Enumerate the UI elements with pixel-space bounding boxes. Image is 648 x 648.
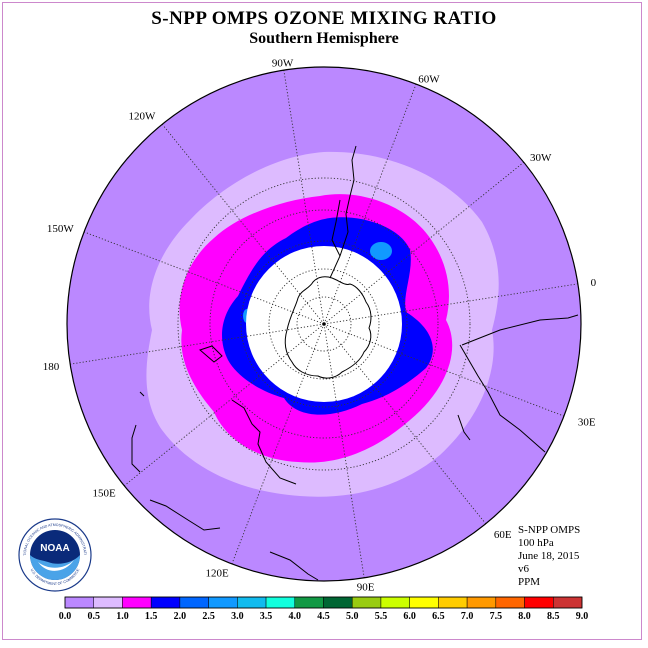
version-label: v6 <box>518 563 529 575</box>
colorbar-swatch <box>323 596 353 609</box>
longitude-label: 120E <box>205 567 229 579</box>
figure-frame <box>2 2 642 640</box>
meridian-line <box>83 231 325 325</box>
units-label: PPM <box>518 576 541 588</box>
noaa-logo: NOAA NATIONAL OCEANIC AND ATMOSPHERIC AD… <box>18 518 92 592</box>
meridian-line <box>323 283 578 325</box>
colorbar-tick-label: 5.5 <box>375 611 388 622</box>
colorbar-tick-label: 2.0 <box>174 611 187 622</box>
colorbar-swatch <box>237 596 267 609</box>
pressure-level-label: 100 hPa <box>518 537 554 549</box>
colorbar-tick-label: 4.0 <box>289 611 302 622</box>
south-pole-marker <box>322 322 326 326</box>
colorbar-tick-label: 2.5 <box>202 611 215 622</box>
colorbar-swatch <box>294 596 324 609</box>
colorbar-swatch <box>553 596 583 609</box>
meridian-line <box>323 83 417 325</box>
meridian-line <box>323 323 565 417</box>
colorbar-tick-label: 7.5 <box>490 611 503 622</box>
colorbar-tick-label: 3.0 <box>231 611 244 622</box>
colorbar-tick-label: 3.5 <box>260 611 273 622</box>
colorbar-swatch <box>495 596 525 609</box>
date-label: June 18, 2015 <box>518 550 580 562</box>
colorbar-tick-label: 1.0 <box>116 611 129 622</box>
colorbar-tick-label: 5.0 <box>346 611 359 622</box>
colorbar-tick-label: 0.0 <box>59 611 72 622</box>
globe-outline <box>66 66 582 582</box>
coastlines <box>131 145 579 581</box>
colorbar-tick-label: 8.5 <box>547 611 560 622</box>
colorbar-swatch <box>93 596 123 609</box>
meridian-line <box>323 323 365 578</box>
longitude-label: 60W <box>418 73 440 85</box>
colorbar-swatch <box>466 596 497 609</box>
colorbar-swatch <box>208 596 238 609</box>
colorbar-tick-label: 8.0 <box>518 611 531 622</box>
longitude-label: 150E <box>92 488 116 500</box>
meridian-line <box>70 323 325 365</box>
meridian-line <box>323 161 525 325</box>
longitude-label: 120W <box>128 111 156 123</box>
colorbar-swatch <box>64 596 94 609</box>
longitude-label: 30E <box>578 416 596 428</box>
meridian-line <box>231 323 325 565</box>
colorbar-swatch <box>150 596 181 609</box>
colorbar-tick-label: 4.5 <box>317 611 330 622</box>
colorbar-tick-label: 9.0 <box>576 611 589 622</box>
longitude-label: 60E <box>494 529 512 541</box>
logo-text: NOAA <box>40 543 69 554</box>
longitude-label: 0 <box>591 277 597 289</box>
colorbar-tick-label: 1.5 <box>145 611 158 622</box>
longitude-label: 90W <box>272 57 294 69</box>
longitude-label: 90E <box>357 582 375 594</box>
colorbar-tick-label: 6.5 <box>432 611 445 622</box>
info-block: S-NPP OMPS 100 hPa June 18, 2015 v6 PPM <box>518 524 580 589</box>
longitude-label: 180 <box>43 361 60 373</box>
longitude-label: 150W <box>47 223 75 235</box>
longitude-label: 30W <box>530 152 552 164</box>
instrument-label: S-NPP OMPS <box>518 524 581 536</box>
colorbar-swatch <box>179 596 209 609</box>
meridian-line <box>161 123 325 325</box>
colorbar-swatch <box>438 596 468 609</box>
colorbar-swatch <box>409 596 439 609</box>
map-subtitle: Southern Hemisphere <box>249 30 399 47</box>
meridian-line <box>283 70 325 325</box>
meridian-line <box>323 323 487 525</box>
colorbar-tick-label: 6.0 <box>403 611 416 622</box>
colorbar-tick-label: 7.0 <box>461 611 474 622</box>
colorbar-swatch <box>351 596 382 609</box>
meridian-line <box>123 323 325 487</box>
ozone-band-2.0-2.5 <box>370 242 392 260</box>
colorbar-swatch <box>524 596 554 609</box>
colorbar-swatch <box>380 596 410 609</box>
lat-lon-gridlines <box>177 177 471 471</box>
colorbar-swatch <box>265 596 296 609</box>
colorbar-tick-label: 0.5 <box>87 611 100 622</box>
colorbar-swatch <box>122 596 152 609</box>
map-title: S-NPP OMPS OZONE MIXING RATIO <box>151 8 497 29</box>
